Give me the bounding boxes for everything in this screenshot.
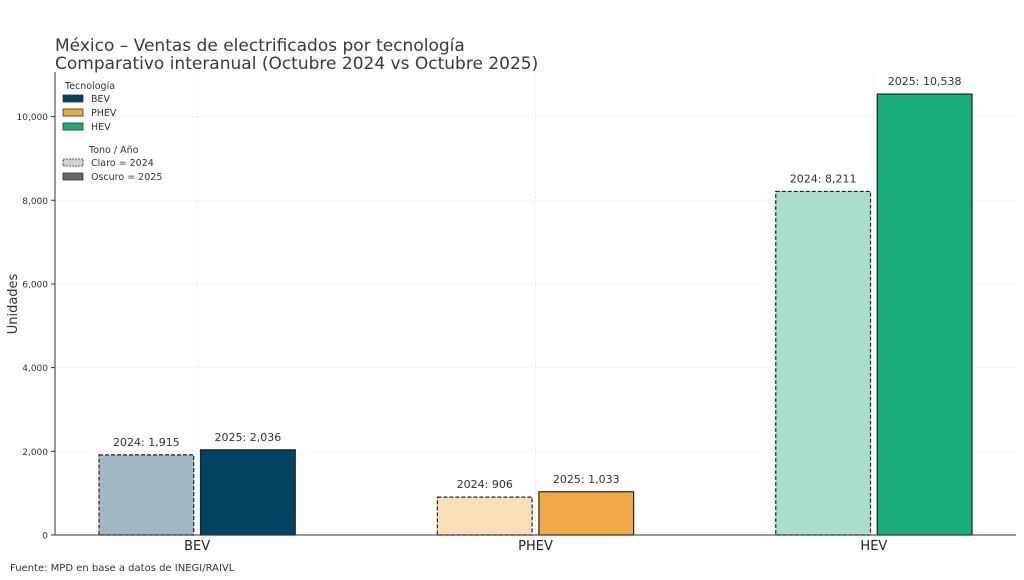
bar-bev-2025 [199, 449, 296, 536]
legend-swatch [62, 122, 84, 131]
x-tick-label: HEV [860, 539, 887, 554]
source-note: Fuente: MPD en base a datos de INEGI/RAI… [10, 563, 235, 574]
data-label: 2024: 1,915 [113, 436, 180, 449]
legend-label: BEV [91, 94, 111, 105]
legend-label: HEV [91, 122, 111, 133]
data-label: 2024: 906 [457, 478, 513, 491]
legend-title: Tecnología [64, 81, 115, 92]
y-tick-label: 0 [42, 532, 48, 542]
y-tick-label: 2,000 [22, 448, 48, 458]
bar-hev-2025 [876, 93, 973, 536]
data-label: 2024: 8,211 [790, 172, 857, 185]
legend-label: PHEV [91, 108, 117, 119]
data-label: 2025: 2,036 [215, 431, 282, 444]
y-tick-label: 6,000 [22, 280, 48, 290]
legend-swatch [62, 94, 84, 103]
chart-title: México – Ventas de electrificados por te… [55, 36, 465, 56]
y-tick-label: 8,000 [22, 197, 48, 207]
data-label: 2025: 1,033 [553, 473, 620, 486]
y-axis-label: Unidades [6, 273, 21, 334]
bar-phev-2024 [436, 496, 533, 536]
bar-hev-2024 [775, 190, 872, 536]
y-tick-label: 10,000 [17, 113, 49, 123]
legend-tone-label: Oscuro = 2025 [91, 172, 162, 183]
legend-tone-title: Tono / Año [88, 145, 139, 156]
bar-phev-2025 [538, 491, 635, 536]
legend-tone-swatch [62, 158, 84, 167]
legend-tone-label: Claro = 2024 [91, 158, 154, 169]
y-tick-label: 4,000 [22, 364, 48, 374]
data-label: 2025: 10,538 [888, 75, 962, 88]
chart-subtitle: Comparativo interanual (Octubre 2024 vs … [55, 54, 538, 74]
legend-swatch [62, 108, 84, 117]
bar-bev-2024 [98, 454, 195, 536]
legend: Tecnología BEV PHEV HEV Tono / Año Claro = 20… [62, 81, 162, 183]
legend-tone-swatch [62, 172, 84, 181]
x-tick-label: BEV [184, 539, 210, 554]
x-tick-label: PHEV [518, 539, 553, 554]
